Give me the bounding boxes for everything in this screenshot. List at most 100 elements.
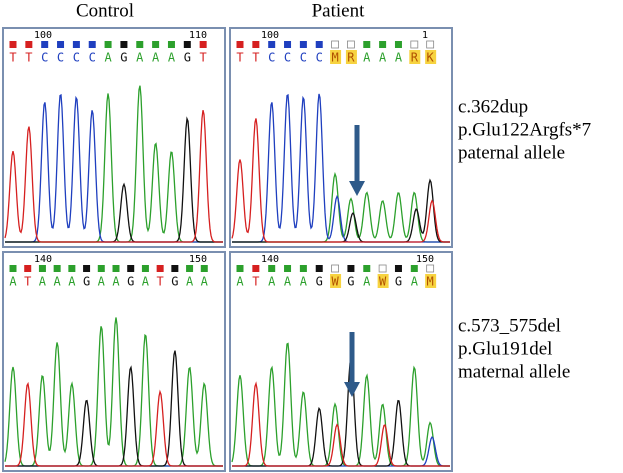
base-call: C <box>41 51 48 65</box>
base-call: A <box>68 275 76 289</box>
base-square <box>268 41 276 48</box>
position-number: 150 <box>189 254 207 265</box>
base-call: R <box>347 51 355 65</box>
trace <box>4 110 223 243</box>
base-call: M <box>427 275 434 289</box>
base-call: A <box>268 275 276 289</box>
base-square <box>347 40 355 49</box>
base-square <box>252 41 260 48</box>
base-square <box>410 40 419 49</box>
base-call: T <box>24 275 31 289</box>
base-square <box>72 41 80 48</box>
annotation: c.362dup <box>458 96 528 117</box>
base-call: T <box>9 51 16 65</box>
base-square <box>41 41 49 48</box>
position-number: 100 <box>34 30 52 41</box>
ambiguity-highlight <box>345 50 357 64</box>
base-square <box>88 41 96 48</box>
base-square <box>347 265 355 272</box>
base-square <box>378 264 387 273</box>
base-call: T <box>25 51 32 65</box>
base-square <box>104 41 112 48</box>
arrow <box>344 125 365 397</box>
base-square <box>38 265 46 272</box>
ambiguity-highlight <box>425 274 437 288</box>
base-square <box>120 41 128 48</box>
base-call: G <box>184 51 191 65</box>
position-number: 100 <box>261 30 279 41</box>
base-square <box>24 265 32 272</box>
base-square <box>426 264 435 273</box>
base-square <box>200 265 208 272</box>
base-square <box>97 265 105 272</box>
ambiguity-highlight <box>330 50 342 64</box>
base-call: A <box>136 51 144 65</box>
trace <box>231 118 450 243</box>
base-square <box>284 265 292 272</box>
ambiguity-highlight <box>377 274 389 288</box>
base-call: G <box>120 51 127 65</box>
base-square <box>299 265 307 272</box>
position-number: 150 <box>416 254 434 265</box>
base-call: A <box>411 275 419 289</box>
base-square <box>394 265 402 272</box>
base-call: C <box>57 51 64 65</box>
base-call: G <box>316 275 323 289</box>
base-call: A <box>201 275 209 289</box>
base-call: A <box>98 275 106 289</box>
base-call: A <box>54 275 62 289</box>
base-square <box>152 41 160 48</box>
base-call: A <box>186 275 194 289</box>
base-square <box>331 40 339 49</box>
base-call: W <box>331 275 339 289</box>
trace <box>231 342 450 467</box>
base-square <box>426 40 435 49</box>
base-call: A <box>379 51 387 65</box>
base-call: A <box>9 275 17 289</box>
base-call: C <box>284 51 291 65</box>
base-square <box>379 41 387 48</box>
base-call: A <box>142 275 150 289</box>
base-square <box>252 265 260 272</box>
base-square <box>83 265 91 272</box>
base-call: A <box>168 51 176 65</box>
base-square <box>57 41 65 48</box>
base-call: G <box>127 275 134 289</box>
base-square <box>315 41 323 48</box>
base-call: C <box>300 51 307 65</box>
base-call: A <box>363 275 371 289</box>
base-call: A <box>39 275 47 289</box>
base-call: C <box>268 51 275 65</box>
chromatogram-panel: 100 1T T C C C C M R A A A R K <box>229 27 453 248</box>
base-square <box>315 265 323 272</box>
base-square <box>9 265 17 272</box>
annotation: p.Glu122Argfs*7 <box>458 119 591 140</box>
position-number: 140 <box>261 254 279 265</box>
base-call: A <box>363 51 371 65</box>
base-call: A <box>284 275 292 289</box>
position-number: 1 <box>422 30 428 41</box>
base-call: A <box>300 275 308 289</box>
ambiguity-highlight <box>330 274 342 288</box>
base-call: G <box>171 275 178 289</box>
base-call: T <box>236 51 243 65</box>
base-square <box>136 41 144 48</box>
base-square <box>199 41 207 48</box>
base-call: A <box>236 275 244 289</box>
base-call: A <box>104 51 112 65</box>
position-number: 140 <box>34 254 52 265</box>
base-square <box>25 41 33 48</box>
base-call: G <box>347 275 354 289</box>
column-header: Patient <box>312 0 365 21</box>
base-call: G <box>395 275 402 289</box>
base-call: T <box>252 275 259 289</box>
base-square <box>410 265 418 272</box>
trace <box>4 317 223 467</box>
ambiguity-highlight <box>409 50 421 64</box>
base-call: A <box>112 275 120 289</box>
base-call: T <box>252 51 259 65</box>
